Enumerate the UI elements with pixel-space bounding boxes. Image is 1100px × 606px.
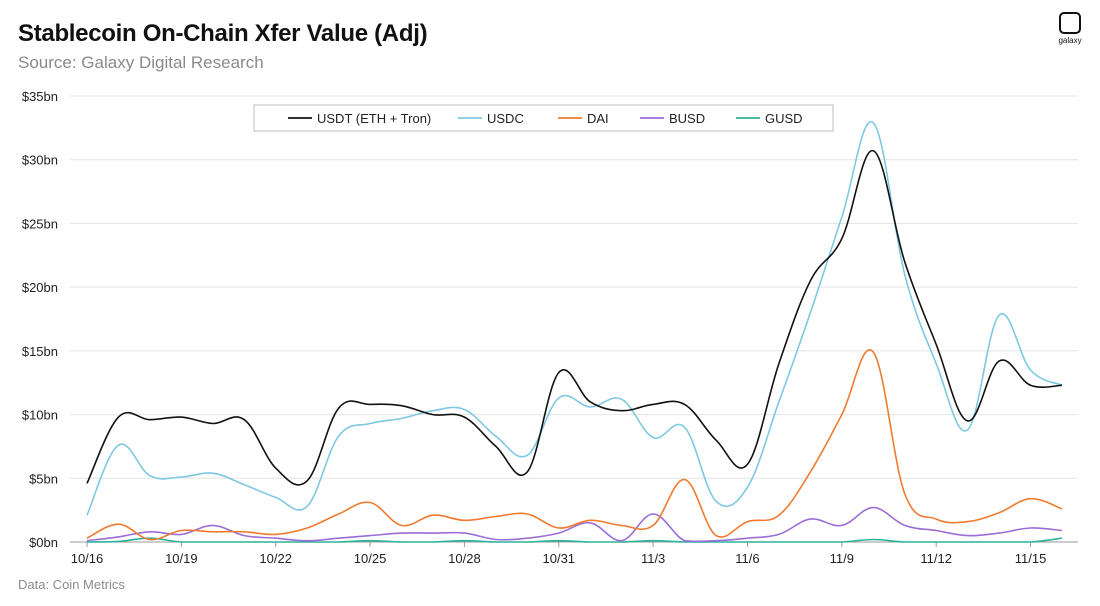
x-tick-label: 11/15	[1015, 551, 1047, 566]
y-tick-label: $10bn	[22, 408, 58, 423]
x-axis-ticks: 10/16 10/19 10/22 10/25 10/28 10/31 11/3 11/6 11…	[71, 542, 1047, 566]
x-tick-label: 11/6	[735, 551, 759, 566]
x-tick-label: 10/19	[165, 551, 198, 566]
x-tick-label: 10/31	[543, 551, 576, 566]
x-tick-label: 11/3	[641, 551, 665, 566]
y-tick-label: $20bn	[22, 280, 58, 295]
chart-title: Stablecoin On-Chain Xfer Value (Adj)	[18, 20, 428, 47]
x-tick-label: 10/16	[71, 551, 104, 566]
x-tick-label: 10/25	[354, 551, 387, 566]
legend: USDT (ETH + Tron) USDC DAI BUSD GUSD	[253, 104, 834, 132]
series-line-usdt	[86, 150, 1063, 486]
series-line-gusd	[86, 537, 1063, 543]
y-tick-label: $0bn	[29, 535, 58, 550]
legend-label: USDC	[487, 111, 524, 126]
legend-box	[253, 104, 834, 132]
x-tick-label: 11/9	[830, 551, 854, 566]
data-source-footer: Data: Coin Metrics	[18, 577, 125, 592]
series-line-usdc	[86, 121, 1063, 516]
series-line-busd	[86, 506, 1063, 543]
grid-lines	[70, 95, 1078, 543]
legend-label: USDT (ETH + Tron)	[317, 111, 431, 126]
legend-label: BUSD	[669, 111, 705, 126]
y-tick-label: $35bn	[22, 89, 58, 104]
chart-subtitle: Source: Galaxy Digital Research	[18, 53, 264, 72]
series-line-dai	[86, 349, 1063, 541]
legend-label: DAI	[587, 111, 609, 126]
logo-text: galaxy	[1058, 36, 1082, 45]
y-tick-label: $25bn	[22, 216, 58, 231]
x-tick-label: 11/12	[920, 551, 952, 566]
y-tick-label: $5bn	[29, 471, 58, 486]
legend-label: GUSD	[765, 111, 803, 126]
galaxy-logo: galaxy	[1056, 12, 1084, 45]
y-axis-ticks: $0bn $5bn $10bn $15bn $20bn $25bn $30bn $35bn	[22, 89, 58, 550]
x-tick-label: 10/22	[259, 551, 292, 566]
y-tick-label: $30bn	[22, 153, 58, 168]
series-lines	[86, 121, 1063, 543]
y-tick-label: $15bn	[22, 344, 58, 359]
x-tick-label: 10/28	[448, 551, 481, 566]
galaxy-logo-icon	[1059, 12, 1081, 34]
